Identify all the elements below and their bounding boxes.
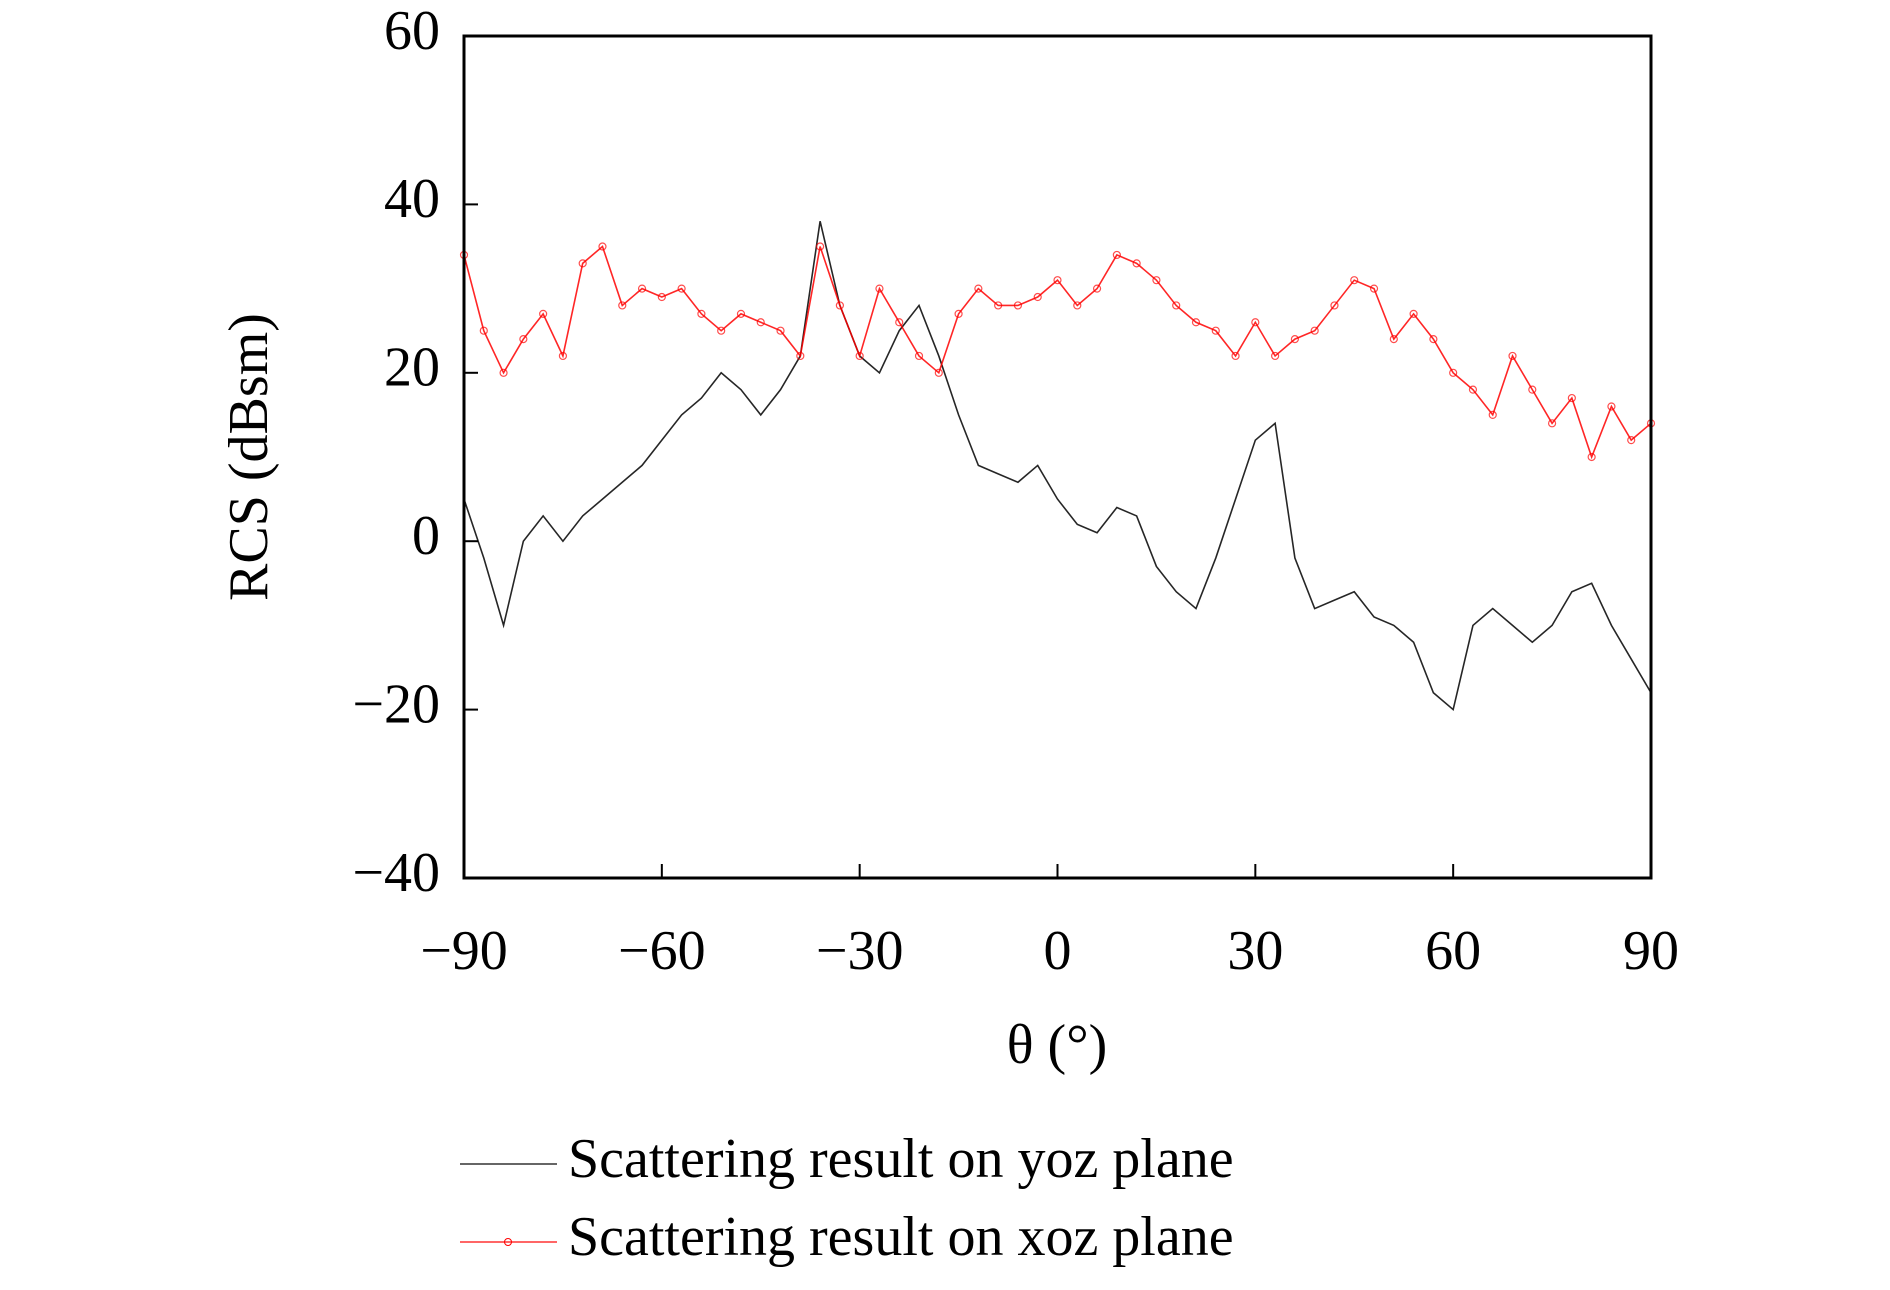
y-tick-label: 40 [384,168,440,230]
marker [1567,393,1576,403]
legend-marker [504,1238,512,1246]
marker [974,284,983,293]
marker [914,351,924,361]
marker [875,284,884,293]
marker [1468,385,1478,394]
marker [1013,301,1023,310]
marker [1172,301,1181,310]
x-tick-label: −30 [816,920,904,982]
marker [499,368,508,377]
marker [1152,276,1161,285]
marker [835,301,844,310]
marker [637,284,647,293]
x-tick-label: −90 [420,920,508,982]
y-tick-label: −20 [352,673,440,735]
marker [855,351,864,361]
marker [1627,436,1636,445]
x-tick-label: 90 [1623,920,1679,982]
marker [539,309,548,318]
marker [657,292,666,302]
marker [895,318,904,327]
legend-label: Scattering result on yoz plane [568,1128,1234,1190]
marker [1132,259,1141,268]
y-axis-label: RCS (dBsm) [218,313,280,601]
marker [479,326,488,335]
y-tick-label: −40 [352,842,440,904]
marker [1112,250,1121,260]
y-tick-label: 60 [384,0,440,62]
marker [558,351,568,361]
marker [1033,292,1042,302]
y-tick-label: 0 [412,505,440,567]
marker [1350,276,1359,285]
marker [796,351,805,361]
series-line [463,245,1652,460]
marker [1231,351,1240,361]
plot-frame [462,34,1653,880]
y-tick-label: 20 [384,337,440,399]
marker [1547,419,1557,428]
marker [1488,410,1497,419]
marker [598,242,607,251]
marker [756,318,765,327]
marker [519,335,528,344]
marker [697,309,706,318]
marker [1369,284,1379,293]
marker [1191,318,1201,327]
marker [1310,326,1319,335]
marker [1528,385,1537,394]
x-tick-label: 0 [1044,920,1072,982]
x-tick-label: 30 [1227,920,1283,982]
marker [1587,452,1596,462]
marker [618,301,627,310]
x-tick-label: 60 [1425,920,1481,982]
marker [1330,301,1339,310]
marker [934,368,943,377]
marker [1251,318,1260,327]
marker [677,284,686,293]
marker [1449,368,1458,377]
marker [1409,309,1418,318]
x-axis-label: θ (°) [1007,1014,1108,1076]
marker [736,309,746,318]
marker [776,326,785,335]
marker [1429,335,1438,344]
marker [954,309,963,318]
marker [1073,301,1082,310]
marker [815,242,825,251]
marker [994,301,1003,310]
marker [1092,284,1102,293]
marker [1053,276,1062,285]
marker [1211,326,1220,335]
marker [1389,335,1398,344]
marker [1271,351,1280,361]
marker [1290,335,1300,344]
marker [578,259,587,268]
series-line [463,221,1652,712]
x-tick-label: −60 [618,920,706,982]
marker [717,326,726,335]
marker [1508,351,1517,361]
marker [1607,402,1616,411]
legend-label: Scattering result on xoz plane [568,1206,1234,1268]
